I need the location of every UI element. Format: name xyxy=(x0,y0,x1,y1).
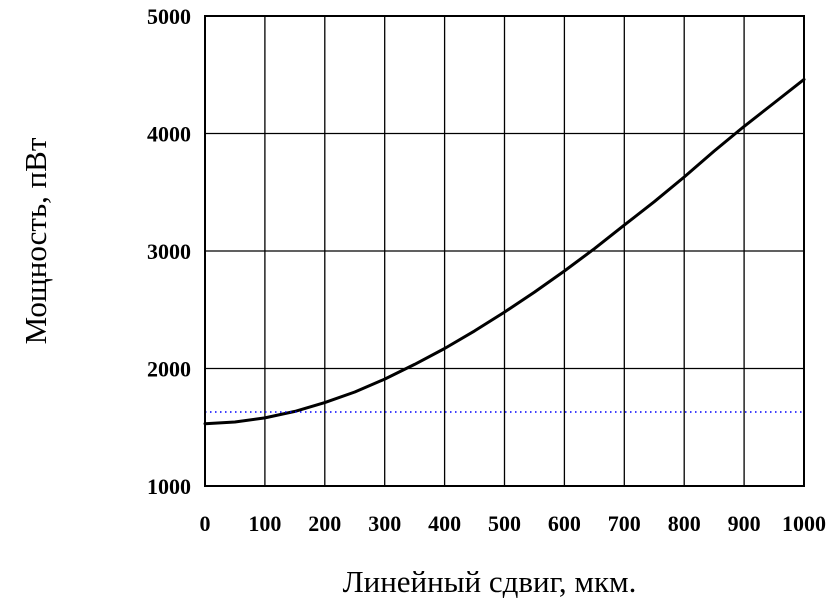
plot-series xyxy=(203,77,806,426)
y-axis-label: Мощность, пВт xyxy=(18,137,53,344)
x-tick-label: 100 xyxy=(248,511,281,536)
y-tick-label: 2000 xyxy=(147,357,191,382)
x-axis-label: Линейный сдвиг, мкм. xyxy=(343,564,637,599)
power-curve-line xyxy=(203,77,806,426)
y-tick-label: 3000 xyxy=(147,239,191,264)
x-tick-label: 500 xyxy=(488,511,521,536)
x-tick-label: 300 xyxy=(368,511,401,536)
x-tick-label: 800 xyxy=(668,511,701,536)
grid-lines xyxy=(204,15,805,487)
x-tick-label: 600 xyxy=(548,511,581,536)
x-tick-label: 200 xyxy=(308,511,341,536)
y-tick-label: 4000 xyxy=(147,122,191,147)
y-tick-label: 1000 xyxy=(147,474,191,499)
x-tick-label: 1000 xyxy=(782,511,826,536)
x-tick-label: 400 xyxy=(428,511,461,536)
y-tick-label: 5000 xyxy=(147,4,191,29)
x-tick-label: 700 xyxy=(608,511,641,536)
plot-frame xyxy=(204,15,805,487)
y-tick-labels: 1000 2000 3000 4000 5000 xyxy=(147,4,191,499)
x-tick-label: 0 xyxy=(200,511,211,536)
x-tick-labels: 0 100 200 300 400 500 600 700 800 900 1000 xyxy=(200,511,827,536)
x-tick-label: 900 xyxy=(728,511,761,536)
